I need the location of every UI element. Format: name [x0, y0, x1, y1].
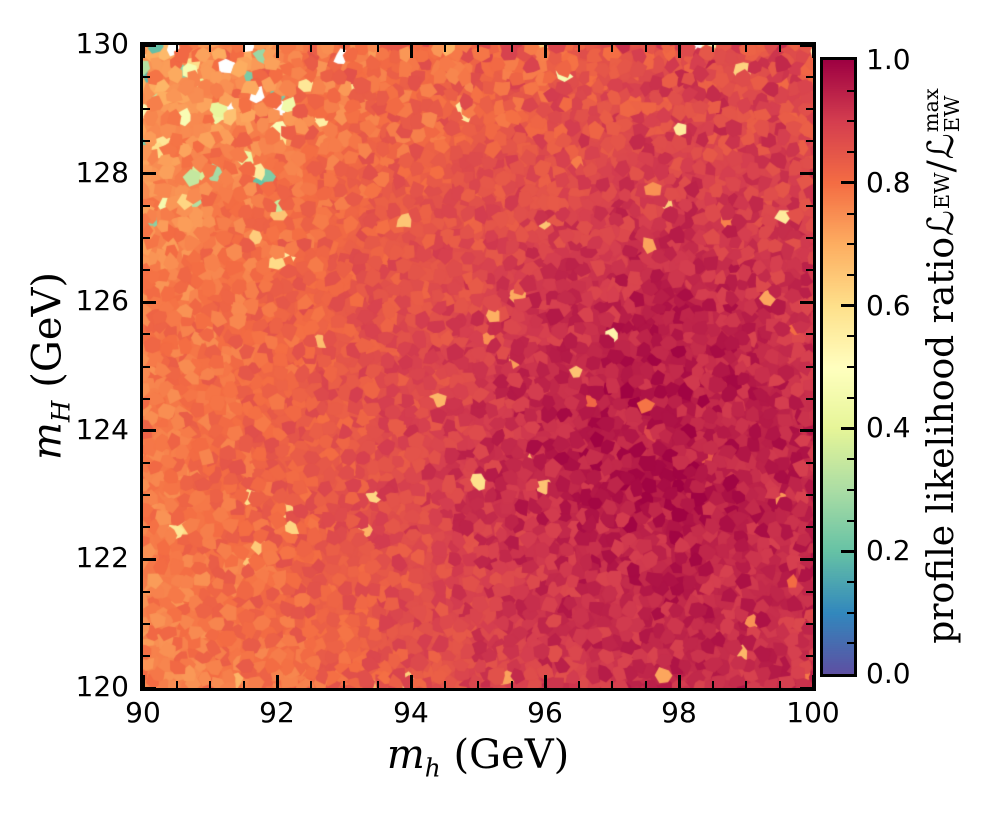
colorbar-tick-label: 0.4: [866, 411, 911, 445]
y-axis-title: mH (GeV): [25, 272, 76, 460]
x-axis-unit: (GeV): [440, 732, 570, 778]
x-axis-subscript: h: [424, 753, 441, 783]
x-tick-label: 94: [393, 696, 429, 729]
colorbar-title-text: profile likelihood ratio: [921, 237, 963, 644]
y-axis-unit: (GeV): [24, 272, 71, 401]
colorbar-tick-label: 0.2: [866, 534, 911, 568]
colorbar-tick-label: 0.6: [866, 288, 911, 322]
x-axis-variable: m: [386, 732, 425, 778]
colorbar: [820, 57, 857, 677]
colorbar-gradient-canvas: [823, 60, 854, 674]
x-tick-label: 100: [786, 696, 840, 729]
heatmap-canvas: [143, 45, 813, 688]
colorbar-tick-label: 1.0: [866, 43, 911, 76]
plot-area: [143, 45, 813, 688]
y-tick-label: 120: [75, 670, 129, 703]
y-tick-label: 130: [75, 27, 129, 60]
y-axis-variable: m: [24, 422, 71, 460]
y-axis-subscript: H: [46, 400, 76, 423]
x-tick-label: 92: [259, 696, 295, 729]
colorbar-sub-EW: EW: [930, 172, 954, 210]
colorbar-divider: /: [921, 160, 963, 173]
x-tick-label: 90: [125, 696, 161, 729]
colorbar-sub-EW-2: EW: [940, 95, 964, 133]
y-tick-label: 122: [75, 541, 129, 575]
x-tick-label: 96: [527, 696, 563, 729]
y-tick-label: 124: [75, 412, 129, 446]
x-axis-title: mh (GeV): [387, 732, 569, 783]
script-L-symbol: ℒ: [921, 210, 963, 236]
script-L-symbol-2: ℒ: [921, 133, 963, 160]
y-tick-label: 126: [75, 284, 129, 318]
y-tick-label: 128: [75, 155, 129, 189]
colorbar-tick-label: 0.0: [866, 657, 911, 690]
x-tick-label: 98: [661, 696, 697, 729]
colorbar-tick-label: 0.8: [866, 165, 911, 199]
colorbar-sup-max: max: [919, 88, 944, 133]
colorbar-supsub-stack: max EW: [919, 88, 964, 133]
